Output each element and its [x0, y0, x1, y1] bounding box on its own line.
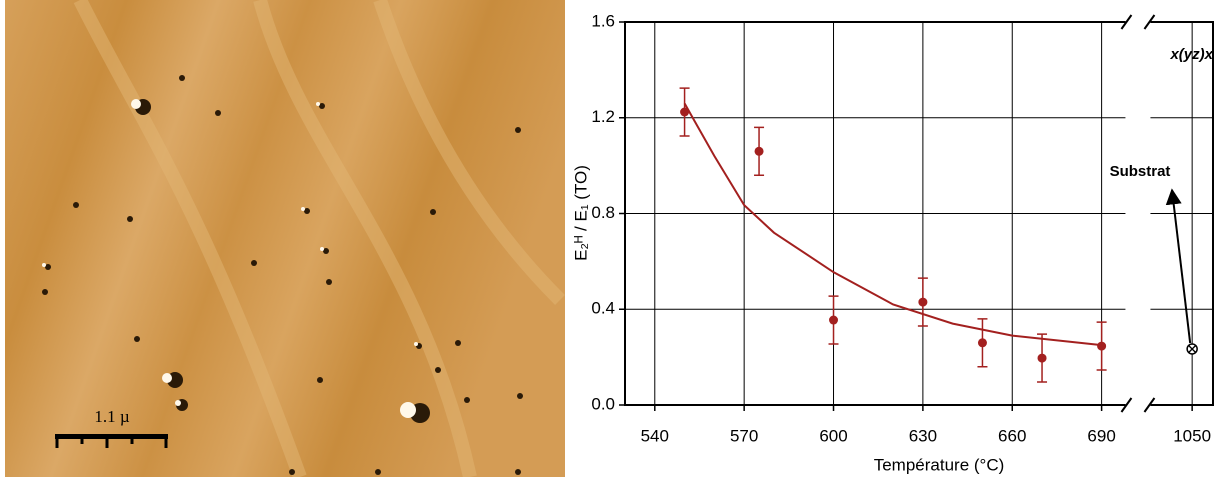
point: [680, 107, 690, 117]
x-tick-label: 690: [1087, 426, 1115, 445]
marker-cross: [1188, 345, 1197, 353]
afm-image: 1.1 µ: [5, 0, 565, 477]
y-tick-label: 0.4: [591, 299, 615, 318]
point: [918, 297, 928, 307]
annotation-arrow: [1165, 188, 1192, 344]
y-tick-label: 0.8: [591, 203, 615, 222]
y-tick-label: 1.2: [591, 107, 615, 126]
x-tick-label: 630: [909, 426, 937, 445]
scale-bar-label: 1.1 µ: [94, 407, 130, 426]
x-axis-title: Température (°C): [874, 455, 1005, 474]
y-tick-label: 0.0: [591, 394, 615, 413]
x-tick-label: 540: [641, 426, 669, 445]
x-tick-label: 600: [819, 426, 847, 445]
afm-defects: [42, 75, 523, 475]
annotation: x(yz)x: [1169, 46, 1213, 63]
y-tick-label: 1.6: [591, 11, 615, 30]
x-tick-label: 660: [998, 426, 1026, 445]
point: [754, 146, 764, 156]
x-tick-label: 570: [730, 426, 758, 445]
axis-break: [1120, 397, 1156, 413]
axis-break: [1120, 14, 1156, 30]
point: [829, 315, 839, 325]
point: [1097, 341, 1107, 351]
axis-frame: [624, 21, 1214, 406]
fit-curve: [683, 102, 1102, 347]
scale-bar-ticks: [55, 434, 168, 448]
scale-bar-line: [55, 434, 168, 439]
afm-texture: [73, 0, 565, 477]
annotation: Substrat: [1110, 163, 1171, 180]
point: [1037, 353, 1047, 363]
scale-bar: 1.1 µ: [55, 407, 168, 448]
afm-highlights: [42, 99, 418, 418]
x-tick-label: 1050: [1173, 426, 1211, 445]
y-axis-title: E₂ᴴ / E₁ (TO): [571, 165, 590, 261]
point: [977, 338, 987, 348]
